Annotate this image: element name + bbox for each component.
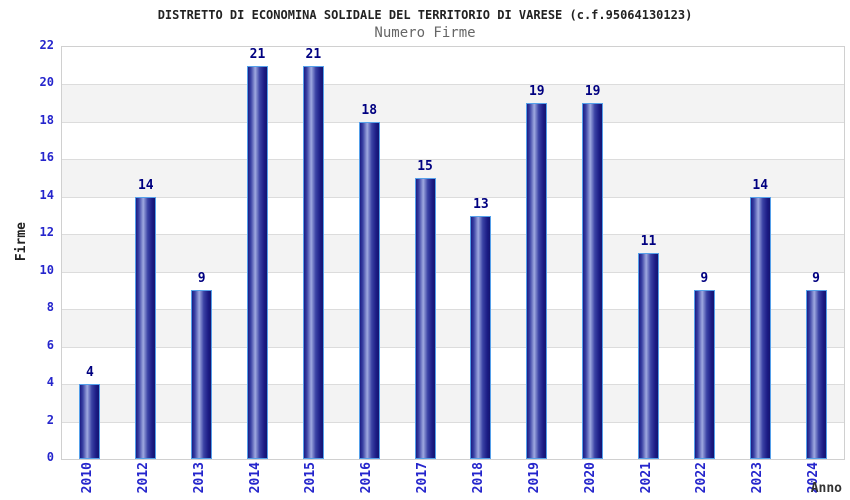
grid-band — [62, 421, 844, 459]
y-tick-label: 4 — [46, 375, 54, 390]
x-axis-title: Anno — [810, 481, 842, 496]
grid-band — [62, 346, 844, 385]
bar — [358, 121, 380, 459]
bar-value-label: 14 — [137, 177, 154, 193]
grid-band — [62, 84, 844, 122]
x-tick-label: 2016 — [359, 462, 375, 494]
bar — [470, 215, 492, 459]
x-tick-label: 2020 — [582, 462, 598, 494]
bar-value-label: 15 — [417, 159, 433, 175]
y-tick-label: 12 — [39, 225, 54, 240]
bar-value-label: 9 — [700, 271, 709, 287]
grid-band — [62, 159, 844, 197]
bar — [638, 253, 659, 459]
x-axis-ticks: 2010 2012 2013 2014 2015 2016 2017 2018 2019 2020… — [61, 462, 843, 500]
y-tick-label: 10 — [39, 262, 54, 277]
x-tick-label: 2015 — [303, 462, 319, 494]
bar-value-label: 19 — [528, 84, 545, 100]
bar — [247, 65, 268, 459]
grid-band — [62, 196, 844, 235]
x-tick-label: 2022 — [694, 462, 710, 494]
chart-subtitle: Numero Firme — [374, 25, 476, 41]
x-tick-label: 2013 — [191, 462, 207, 494]
x-tick-label: 2018 — [470, 462, 486, 494]
bar-value-label: 4 — [86, 365, 94, 381]
bar — [191, 290, 213, 459]
bar — [749, 196, 771, 459]
plot-area: 4 14 9 21 21 18 15 13 19 19 11 9 14 9 — [61, 46, 845, 460]
bar — [302, 65, 324, 459]
bar — [693, 290, 715, 459]
y-tick-label: 16 — [39, 150, 54, 165]
x-tick-label: 2023 — [750, 462, 766, 494]
x-tick-label: 2019 — [526, 462, 542, 494]
grid-band — [62, 309, 844, 347]
y-tick-label: 6 — [46, 337, 54, 352]
bar-value-label: 18 — [361, 102, 378, 118]
bar-value-label: 14 — [752, 177, 769, 193]
bar-value-label: 9 — [197, 271, 206, 287]
grid-band — [62, 121, 844, 160]
bar-value-label: 11 — [640, 234, 657, 249]
x-tick-label: 2017 — [415, 462, 431, 494]
bar — [135, 196, 157, 459]
bar — [526, 103, 548, 459]
bar-value-label: 13 — [473, 196, 489, 212]
y-tick-label: 14 — [39, 187, 54, 202]
y-axis-ticks: 0 2 4 6 8 10 12 14 16 18 20 22 — [0, 0, 54, 500]
grid-band — [62, 234, 844, 272]
grid-band — [62, 47, 844, 85]
y-tick-label: 18 — [39, 112, 54, 127]
y-tick-label: 0 — [46, 450, 54, 464]
x-tick-label: 2021 — [638, 462, 654, 494]
bar — [79, 384, 101, 459]
bar-value-label: 21 — [305, 46, 322, 62]
x-tick-label: 2010 — [79, 462, 95, 494]
bar — [414, 178, 436, 459]
bar — [805, 290, 827, 459]
bar — [582, 103, 604, 459]
y-tick-label: 2 — [46, 412, 54, 427]
y-tick-label: 20 — [39, 75, 54, 90]
y-tick-label: 8 — [46, 300, 54, 315]
grid-band — [62, 384, 844, 422]
bar-value-label: 19 — [584, 84, 601, 100]
x-tick-label: 2014 — [247, 462, 263, 494]
y-tick-label: 22 — [39, 38, 54, 52]
chart-title: DISTRETTO DI ECONOMINA SOLIDALE DEL TERR… — [157, 8, 693, 22]
bar-value-label: 9 — [812, 271, 820, 287]
x-tick-label: 2012 — [135, 462, 151, 494]
bar-value-label: 21 — [249, 46, 266, 62]
